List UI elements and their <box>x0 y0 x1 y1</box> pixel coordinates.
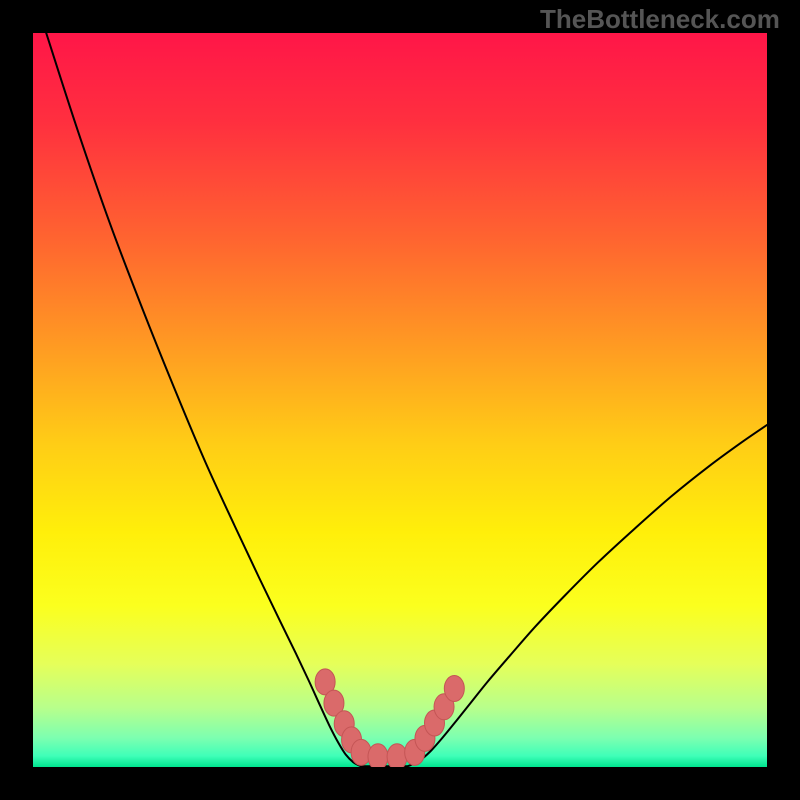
data-marker <box>444 675 464 701</box>
bottleneck-curve-left <box>46 33 361 766</box>
data-marker <box>387 744 407 767</box>
data-marker <box>368 744 388 767</box>
plot-area <box>33 33 767 767</box>
bottleneck-curve-right <box>407 425 767 766</box>
stage: TheBottleneck.com <box>0 0 800 800</box>
watermark-text: TheBottleneck.com <box>540 4 780 35</box>
chart-svg <box>33 33 767 767</box>
